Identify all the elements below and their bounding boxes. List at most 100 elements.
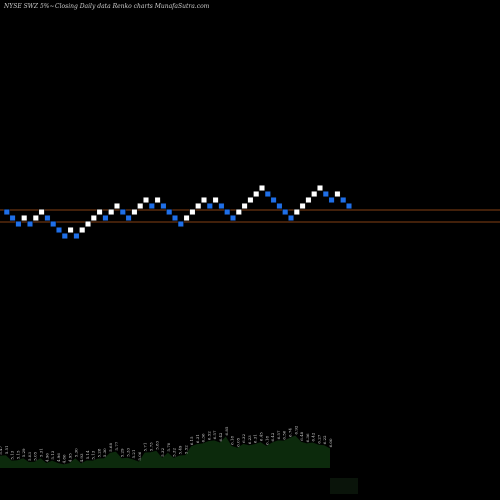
volume-label: 5.77 <box>114 441 119 450</box>
renko-brick-down <box>287 214 295 222</box>
renko-bricks <box>3 184 353 240</box>
volume-label: 5.21 <box>131 450 136 459</box>
renko-brick-up <box>316 184 324 192</box>
volume-label: 4.96 <box>44 453 49 462</box>
renko-brick-up <box>142 196 150 204</box>
volume-label: 5.13 <box>10 450 15 459</box>
renko-brick-down <box>177 220 184 228</box>
volume-label: 5.28 <box>96 448 101 457</box>
renko-brick-up <box>293 208 300 216</box>
renko-brick-up <box>32 214 39 222</box>
volume-label: 5.13 <box>91 450 96 459</box>
volume-area-fill <box>0 435 330 468</box>
volume-label: 6.42 <box>218 432 223 441</box>
volume-label: 4.93 <box>79 453 84 462</box>
volume-label: 6.56 <box>282 430 287 439</box>
volume-label: 6.31 <box>195 434 200 443</box>
volume-label: 6.36 <box>305 433 310 442</box>
volume-label: 6.22 <box>322 435 327 444</box>
renko-brick-down <box>15 220 22 228</box>
volume-label: 5.05 <box>33 451 38 460</box>
renko-brick-down <box>148 202 155 210</box>
volume-label: 6.18 <box>264 436 269 445</box>
renko-brick-up <box>247 196 254 204</box>
renko-brick-down <box>73 232 80 240</box>
renko-brick-up <box>253 190 260 198</box>
renko-brick-down <box>44 214 51 222</box>
renko-brick-down <box>26 220 34 228</box>
volume-label: 6.52 <box>206 431 211 440</box>
renko-brick-up <box>137 202 144 210</box>
volume-label: 5.51 <box>4 445 9 454</box>
chart-header-left: NYSE SWZ 5%~ <box>3 3 55 10</box>
volume-label: 5.13 <box>50 450 55 459</box>
chart-header-right: Closing Daily data Renko charts MunafaSu… <box>55 3 210 10</box>
renko-brick-up <box>67 226 74 234</box>
volume-label: 6.27 <box>316 434 321 443</box>
renko-brick-down <box>218 202 225 210</box>
renko-brick-down <box>345 202 353 210</box>
volume-label: 5.71 <box>143 443 148 452</box>
volume-label: 5.83 <box>154 440 159 449</box>
renko-brick-up <box>235 208 242 216</box>
volume-label: 5.73 <box>149 442 154 451</box>
renko-brick-down <box>119 208 126 216</box>
volume-label: 6.57 <box>212 430 217 439</box>
volume-label: 4.96 <box>56 453 61 462</box>
volume-label: 5.30 <box>73 448 78 457</box>
renko-brick-down <box>229 214 237 222</box>
volume-label: 5.29 <box>120 448 125 457</box>
renko-brick-down <box>160 202 167 210</box>
renko-brick-up <box>38 208 45 216</box>
volume-label: 5.47 <box>0 445 3 454</box>
volume-label: 6.74 <box>288 428 293 437</box>
volume-label: 5.70 <box>166 442 171 451</box>
renko-brick-up <box>195 202 202 210</box>
renko-brick-up <box>84 220 92 228</box>
renko-brick-up <box>258 184 266 192</box>
renko-brick-down <box>50 220 57 228</box>
volume-label: 6.32 <box>241 434 246 443</box>
volume-label: 6.48 <box>299 431 304 440</box>
renko-brick-up <box>79 226 86 234</box>
renko-brick-up <box>212 196 219 204</box>
volume-label: 5.32 <box>172 448 177 457</box>
volume-label: 6.31 <box>253 434 258 443</box>
renko-brick-up <box>189 208 196 216</box>
renko-brick-up <box>96 208 103 216</box>
volume-label: 5.31 <box>39 448 44 457</box>
renko-brick-down <box>270 196 277 204</box>
renko-brick-down <box>340 196 347 204</box>
renko-brick-up <box>108 208 115 216</box>
renko-brick-up <box>131 208 138 216</box>
renko-brick-down <box>282 208 289 216</box>
renko-brick-down <box>276 202 283 210</box>
volume-label: 6.45 <box>259 432 264 441</box>
volume-area-tail <box>330 478 358 494</box>
renko-brick-up <box>241 202 248 210</box>
volume-label: 4.95 <box>68 453 73 462</box>
renko-brick-up <box>305 196 312 204</box>
volume-label: 6.85 <box>224 426 229 435</box>
renko-brick-down <box>102 214 109 222</box>
volume-label: 6.42 <box>311 432 316 441</box>
renko-brick-up <box>299 202 306 210</box>
renko-brick-down <box>206 202 213 210</box>
volume-area: 5.47 5.515.13 5.15 5.29 5.03 5.05 5.314.96 5.13… <box>0 425 358 494</box>
volume-label: 5.33 <box>125 447 130 456</box>
reference-lines <box>0 209 500 223</box>
renko-brick-down <box>328 196 335 204</box>
renko-brick-up <box>334 190 341 198</box>
volume-label: 5.52 <box>183 445 188 454</box>
renko-brick-down <box>55 226 63 234</box>
renko-brick-down <box>3 208 10 216</box>
renko-brick-down <box>9 214 16 222</box>
volume-label: 5.15 <box>15 450 20 459</box>
renko-brick-up <box>183 214 190 222</box>
volume-label: 6.57 <box>276 430 281 439</box>
volume-label: 6.36 <box>201 433 206 442</box>
renko-brick-up <box>21 214 28 222</box>
volume-label: 6.42 <box>270 432 275 441</box>
renko-brick-down <box>322 190 329 198</box>
